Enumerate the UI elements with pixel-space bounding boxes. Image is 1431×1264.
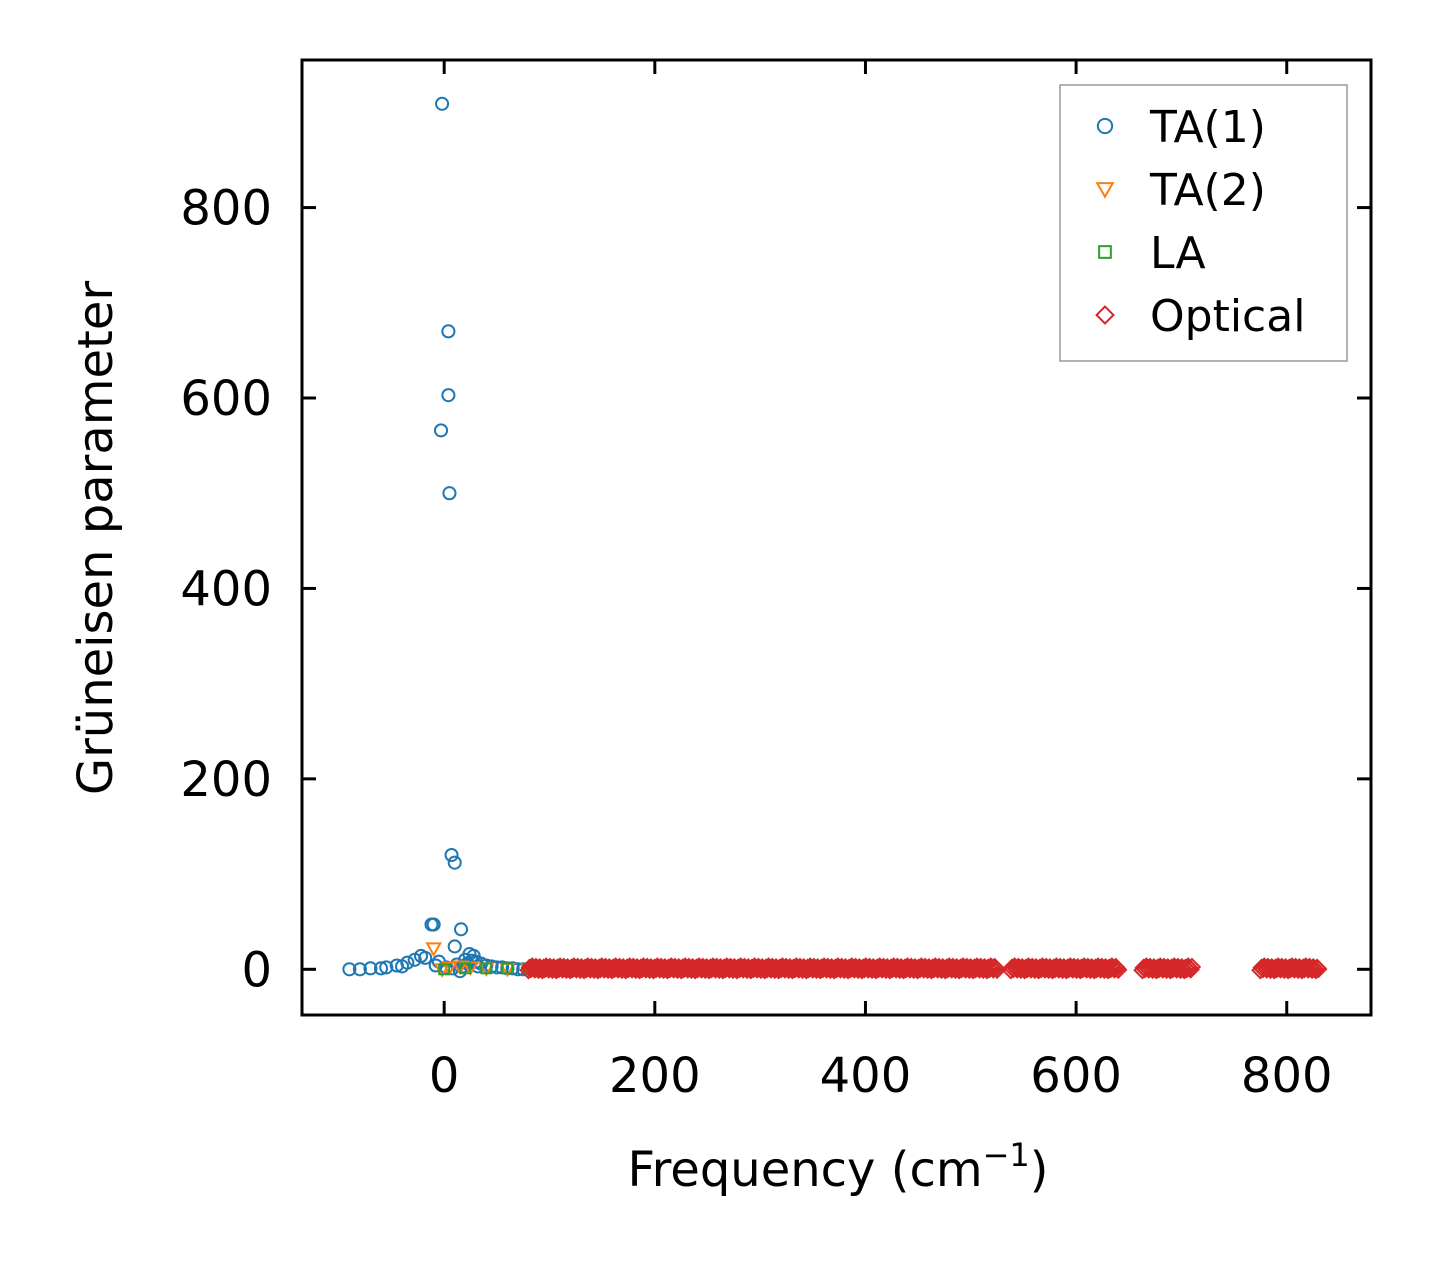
x-tick-label: 600 [1030,1048,1122,1104]
la-point [501,962,514,975]
ta-1-point [433,423,449,438]
optical-point [1109,960,1128,980]
ta-2-point [425,942,442,957]
ta-1-point [342,962,357,977]
ta-1-point [407,952,422,967]
y-tick-label: 400 [180,561,272,617]
ta-1-point [444,847,459,863]
y-tick-label: 0 [241,942,272,998]
ta-2-point [451,960,469,976]
ta-1-point [352,962,367,977]
ta-1-point [447,855,462,870]
x-axis-title: Frequency (cm−1) [627,1136,1048,1198]
la-point [480,962,493,975]
optical-point [987,960,1007,980]
ta-1-point [505,961,520,976]
ta-1-point [441,388,456,403]
ta-1-point [428,958,443,973]
legend-marker-optical [1095,305,1115,325]
legend-marker-ta-2 [1095,182,1115,199]
ta-1-point [441,324,456,339]
plot-frame [300,58,1373,1017]
x-tick-label: 200 [609,1048,701,1104]
ta-1-point [442,486,457,501]
x-tick-label: 800 [1241,1048,1333,1104]
optical-point [1309,959,1328,979]
legend-box [1059,84,1348,362]
data-points [342,96,1328,980]
y-tick-label: 600 [180,371,272,427]
ta-2-point [441,961,458,977]
y-axis-title: Grüneisen parameter [68,281,124,796]
ta-1-point [379,960,394,975]
legend-label-la: LA [1150,228,1206,279]
ta-1-point [447,939,462,954]
ta-1-point [363,961,378,976]
ta-1-point [373,961,389,976]
legend: TA(1) TA(2) LA Optical [1059,84,1348,362]
y-tick-label: 800 [180,181,272,237]
ta-1-point [424,917,439,932]
x-tick-label: 0 [429,1048,460,1104]
legend-marker-la [1098,245,1112,259]
legend-marker-ta-1 [1096,117,1114,135]
legend-label-ta-1: TA(1) [1149,102,1266,153]
ta-1-point [395,959,410,974]
x-tick-label: 400 [820,1048,912,1104]
optical-point [1182,957,1202,977]
ta-1-point [435,96,450,111]
x-axis: 0 200 400 600 800 [429,60,1333,1104]
legend-label-optical: Optical [1150,291,1305,342]
ta-1-point [389,958,404,973]
ta-1-point [453,922,469,937]
la-point [438,963,451,976]
y-tick-label: 200 [180,752,272,808]
y-axis: 0 200 400 600 800 [180,181,1371,998]
ta-1-point [470,959,485,974]
la-point [459,962,472,975]
legend-label-ta-2: TA(2) [1149,165,1266,216]
